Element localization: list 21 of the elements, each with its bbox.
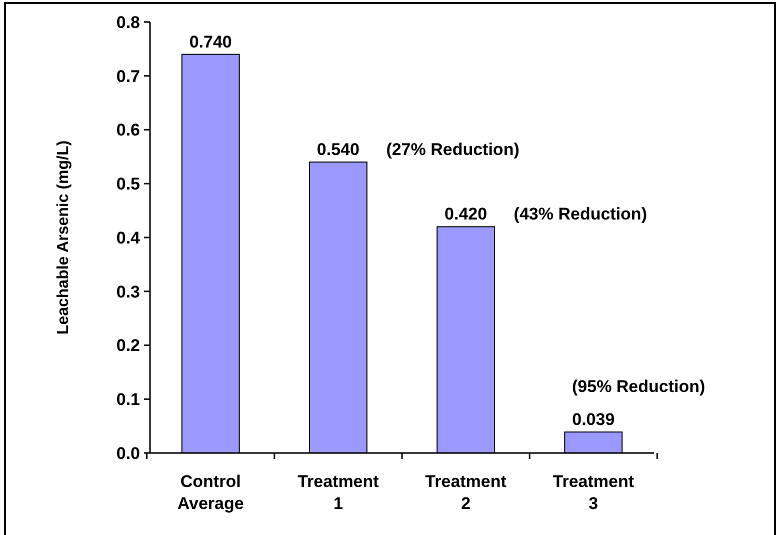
data-label: 0.420: [444, 204, 488, 224]
x-tick-label: Treatment 3: [552, 472, 634, 513]
annotation: (95% Reduction): [572, 376, 706, 396]
x-tick-label: Treatment 1: [298, 472, 380, 513]
data-label: 0.740: [189, 32, 232, 52]
y-tick-label: 0.5: [116, 174, 140, 194]
y-tick-label: 0.4: [116, 228, 141, 248]
y-tick-label: 0.7: [116, 66, 140, 86]
y-tick-label: 0.6: [116, 120, 140, 140]
data-label: 0.540: [316, 140, 360, 160]
annotation: (27% Reduction): [386, 140, 520, 160]
annotation: (43% Reduction): [514, 204, 647, 224]
data-label: 0.039: [572, 410, 615, 429]
y-tick-label: 0.3: [116, 282, 140, 302]
y-axis-title: Leachable Arsenic (mg/L): [55, 140, 72, 335]
y-tick-label: 0.1: [116, 390, 140, 410]
y-tick-label: 0.0: [116, 444, 140, 463]
x-tick-label: Treatment 2: [425, 472, 507, 513]
x-tick-label: Control Average: [177, 472, 244, 513]
y-tick-label: 0.2: [116, 336, 140, 356]
y-tick-label: 0.8: [116, 12, 140, 32]
